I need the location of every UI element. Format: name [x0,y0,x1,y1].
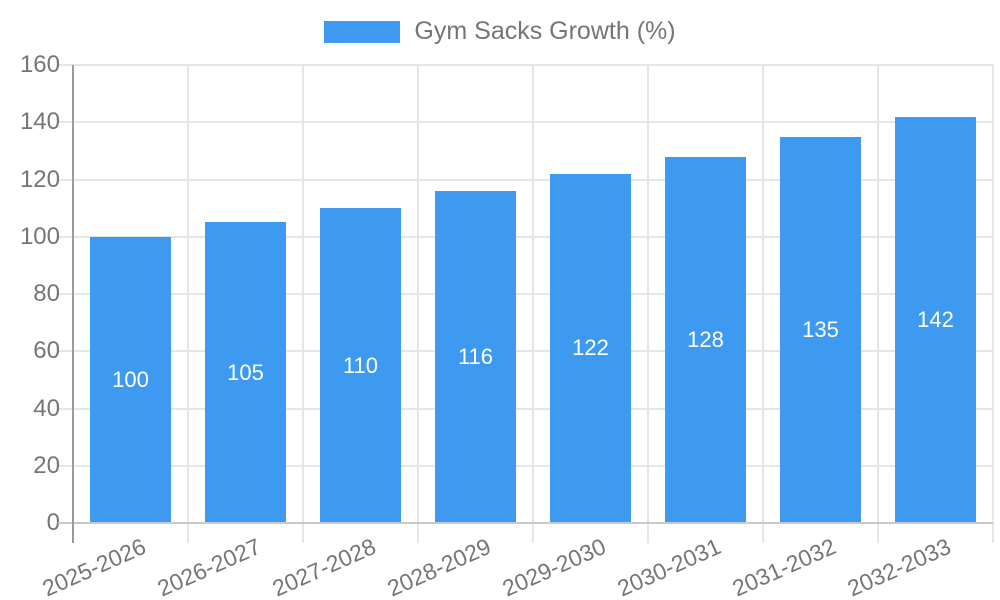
bar-value-label: 128 [687,326,724,352]
bar[interactable] [779,136,862,523]
bar[interactable] [89,236,172,523]
y-gridline [58,64,993,66]
bar-value-label: 135 [802,316,839,342]
y-gridline [58,293,993,295]
y-tick-label: 100 [19,222,60,250]
bar-value-label: 110 [342,352,379,378]
bar[interactable] [434,190,517,523]
bar[interactable] [204,222,287,523]
x-boundary-line [992,65,994,543]
y-tick-label: 80 [33,280,60,307]
y-gridline [58,407,993,410]
y-tick-label: 120 [19,165,60,193]
y-tick-label: 0 [46,509,60,536]
bar-value-label: 142 [917,306,954,332]
y-axis-line [72,65,74,543]
bar-value-label: 105 [227,359,264,385]
y-gridline [58,464,993,467]
y-gridline [58,178,993,181]
x-boundary-line [187,65,189,543]
bar-value-label: 116 [457,343,494,369]
x-boundary-line [302,65,304,543]
legend-swatch [324,20,401,43]
x-boundary-line [762,65,764,543]
bar[interactable] [664,156,747,523]
y-gridline [58,121,993,124]
bar-value-label: 100 [112,366,149,392]
y-tick-label: 160 [19,51,60,78]
x-boundary-line [417,65,419,543]
y-gridline [58,235,993,238]
legend-label: Gym Sacks Growth (%) [414,17,676,45]
legend: Gym Sacks Growth (%) [0,17,1000,46]
y-tick-label: 20 [33,451,60,479]
bar[interactable] [549,173,632,523]
bar-value-label: 122 [572,335,609,361]
y-tick-label: 40 [33,394,60,422]
bar[interactable] [319,208,402,523]
x-boundary-line [647,65,649,543]
y-tick-label: 60 [33,337,60,365]
x-boundary-line [532,65,534,543]
x-baseline [58,522,993,524]
y-gridline [58,350,993,353]
y-tick-label: 140 [19,108,60,136]
bar[interactable] [894,116,977,523]
x-boundary-line [877,65,879,543]
